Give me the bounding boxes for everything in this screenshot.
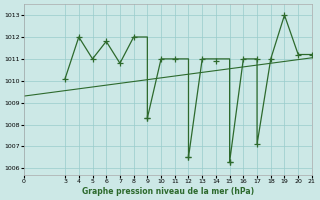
X-axis label: Graphe pression niveau de la mer (hPa): Graphe pression niveau de la mer (hPa) <box>82 187 254 196</box>
